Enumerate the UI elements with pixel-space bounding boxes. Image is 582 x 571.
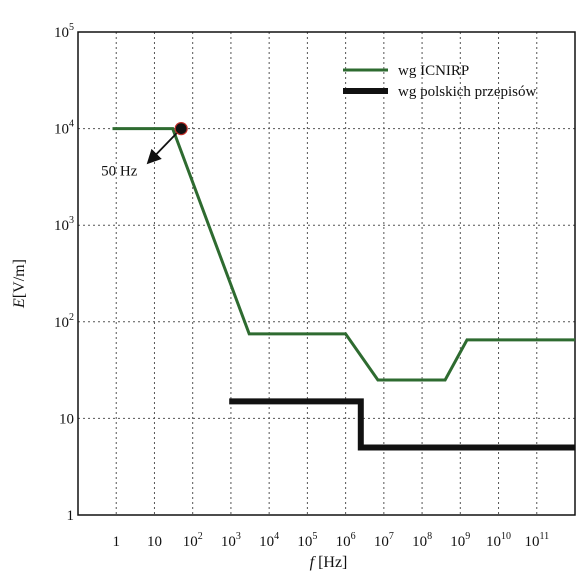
y-tick-label: 102 <box>54 312 74 331</box>
annotation-marker <box>174 122 188 136</box>
series-layer <box>112 127 575 451</box>
legend-label: wg ICNIRP <box>398 63 469 79</box>
x-axis-label: f [Hz] <box>310 554 348 571</box>
x-tick-label: 105 <box>297 531 317 550</box>
y-tick-label: 1 <box>67 508 75 524</box>
x-tick-label: 1 <box>112 534 120 550</box>
annotation-layer: 50 Hz <box>101 122 188 180</box>
x-tick-label: 10 <box>147 534 162 550</box>
x-tick-label: 107 <box>374 531 394 550</box>
y-tick-label: 105 <box>54 22 74 41</box>
annotation-label: 50 Hz <box>101 164 138 180</box>
x-tick-label: 108 <box>412 531 432 550</box>
x-tick-label: 104 <box>259 531 279 550</box>
plot-frame <box>77 31 576 516</box>
legend: wg ICNIRP wg polskich przepisów <box>343 63 536 100</box>
y-tick-label: 10 <box>59 411 74 427</box>
x-tick-label: 103 <box>221 531 241 550</box>
legend-label: wg polskich przepisów <box>398 84 536 100</box>
grid <box>78 32 575 515</box>
series-line-icnirp <box>112 127 575 382</box>
x-tick-label: 109 <box>450 531 470 550</box>
x-axis-ticks: 1 10 102 103 104 105 106 107 108 109 1010 1011 <box>112 531 549 550</box>
y-tick-label: 103 <box>54 215 74 234</box>
x-tick-label: 106 <box>336 531 356 550</box>
x-tick-label: 1010 <box>486 531 511 550</box>
y-axis-label: E[V/m] <box>11 259 28 309</box>
y-tick-label: 104 <box>54 119 74 138</box>
series-line-polish <box>229 398 575 451</box>
annotation-arrow <box>146 130 179 165</box>
y-axis-ticks: 1 10 102 103 104 105 <box>54 22 74 524</box>
x-tick-label: 102 <box>183 531 203 550</box>
x-tick-label: 1011 <box>524 531 549 550</box>
